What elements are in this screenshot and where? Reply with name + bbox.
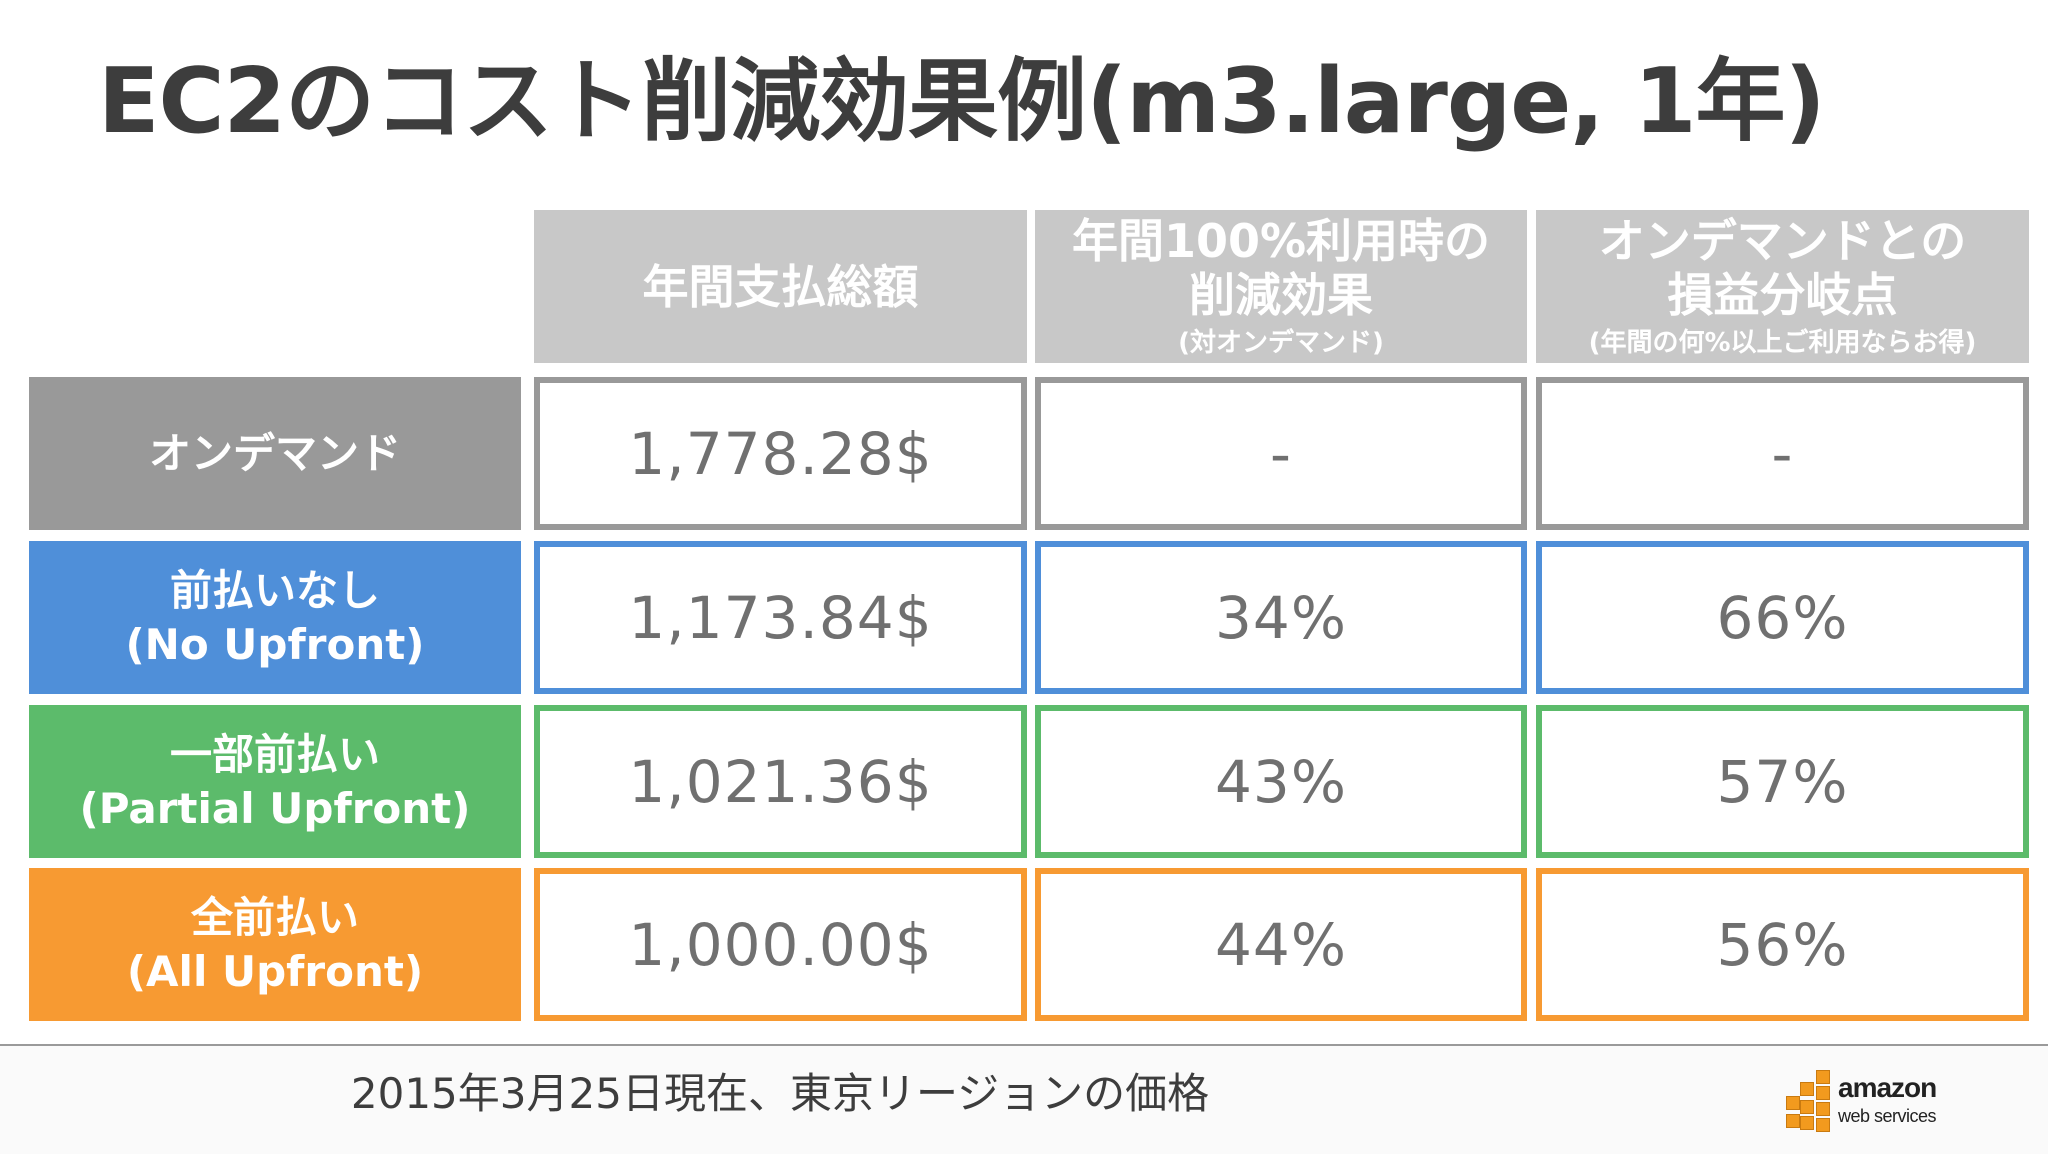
table-cell: 43% bbox=[1035, 705, 1527, 858]
aws-cubes-icon bbox=[1786, 1070, 1840, 1132]
row-label-all-upfront: 全前払い (All Upfront) bbox=[29, 868, 521, 1021]
table-cell: 57% bbox=[1536, 705, 2029, 858]
table-cell: 56% bbox=[1536, 868, 2029, 1021]
aws-logo-subword: web services bbox=[1838, 1106, 1937, 1126]
column-header-breakeven: オンデマンドとの 損益分岐点 (年間の何%以上ご利用ならお得) bbox=[1536, 210, 2029, 363]
row-label-text: オンデマンド bbox=[148, 428, 401, 478]
column-header-sublabel: (年間の何%以上ご利用ならお得) bbox=[1588, 327, 1977, 358]
row-label-english: (All Upfront) bbox=[126, 946, 424, 996]
column-header-label: 年間支払総額 bbox=[642, 259, 919, 314]
table-cell: - bbox=[1536, 377, 2029, 530]
table-cell: 34% bbox=[1035, 541, 1527, 694]
table-cell: 1,173.84$ bbox=[534, 541, 1027, 694]
row-label-text: 全前払い bbox=[190, 892, 359, 942]
column-header-annual-total: 年間支払総額 bbox=[534, 210, 1027, 363]
table-cell: - bbox=[1035, 377, 1527, 530]
column-header-label: 年間100%利用時の 削減効果 bbox=[1071, 213, 1491, 322]
row-label-no-upfront: 前払いなし (No Upfront) bbox=[29, 541, 521, 694]
column-header-sublabel: (対オンデマンド) bbox=[1178, 327, 1384, 358]
table-cell: 1,000.00$ bbox=[534, 868, 1027, 1021]
page-title: EC2のコスト削減効果例(m3.large, 1年) bbox=[98, 49, 1826, 154]
row-label-text: 前払いなし bbox=[169, 565, 380, 615]
row-label-on-demand: オンデマンド bbox=[29, 377, 521, 530]
row-label-english: (Partial Upfront) bbox=[79, 783, 471, 833]
aws-logo-word: amazon bbox=[1838, 1072, 1937, 1103]
row-label-english: (No Upfront) bbox=[125, 619, 425, 669]
table-cell: 44% bbox=[1035, 868, 1527, 1021]
table-cell: 1,021.36$ bbox=[534, 705, 1027, 858]
row-label-text: 一部前払い bbox=[169, 729, 380, 779]
table-cell: 1,778.28$ bbox=[534, 377, 1027, 530]
column-header-savings: 年間100%利用時の 削減効果 (対オンデマンド) bbox=[1035, 210, 1527, 363]
footer-band bbox=[0, 1044, 2048, 1154]
column-header-label: オンデマンドとの 損益分岐点 bbox=[1598, 213, 1967, 322]
row-label-partial-upfront: 一部前払い (Partial Upfront) bbox=[29, 705, 521, 858]
table-cell: 66% bbox=[1536, 541, 2029, 694]
aws-logo: amazon web services bbox=[1786, 1070, 1946, 1132]
footer-note: 2015年3月25日現在、東京リージョンの価格 bbox=[350, 1069, 1210, 1118]
